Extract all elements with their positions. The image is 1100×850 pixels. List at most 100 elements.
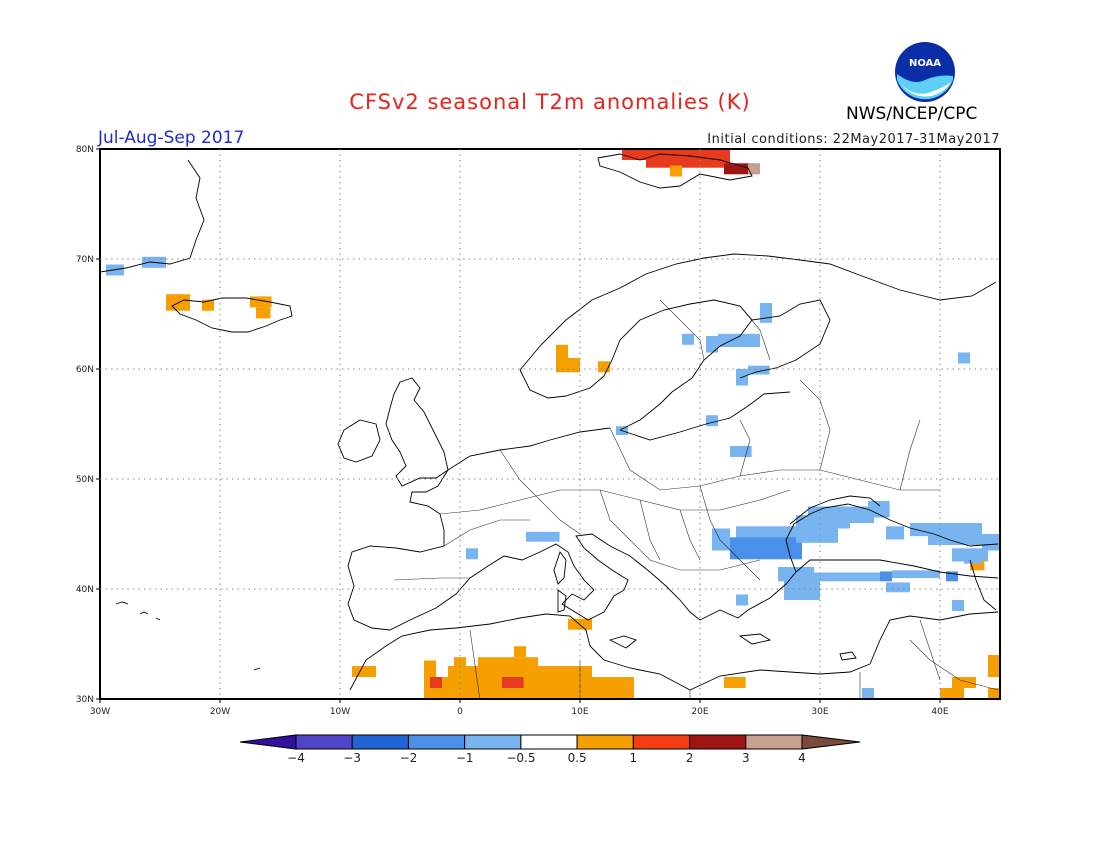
anomaly-cell <box>724 163 754 175</box>
anomaly-cell <box>748 163 760 175</box>
anomaly-cell <box>862 688 874 699</box>
colorbar-segment <box>407 734 466 750</box>
anomaly-cell <box>556 358 580 373</box>
season-label: Jul-Aug-Sep 2017 <box>98 128 245 148</box>
anomaly-cell <box>622 149 646 160</box>
lon-tick-label: 20E <box>691 707 708 717</box>
anomaly-cell <box>946 571 958 582</box>
agency-label: NWS/NCEP/CPC <box>846 104 978 124</box>
lat-tick-label: 80N <box>76 145 94 155</box>
lat-tick-label: 70N <box>76 255 94 265</box>
anomaly-cell <box>514 646 526 658</box>
anomaly-cell <box>526 531 560 542</box>
anomaly-cell <box>424 660 436 677</box>
anomaly-cell <box>718 333 760 347</box>
anomaly-cell <box>784 580 820 600</box>
colorbar-low-arrow <box>239 734 297 750</box>
lon-tick-label: 30E <box>811 707 828 717</box>
axis-ticks: 30W 20W 10W 0 10E 20E 30E 40E 30N 40N 50N 60N 70N 80N <box>76 145 949 717</box>
colorbar-segment <box>351 734 409 750</box>
colorbar-segment <box>295 734 353 750</box>
colorbar-label: −3 <box>343 751 361 765</box>
lon-tick-label: 10W <box>330 707 350 717</box>
anomaly-cell <box>886 526 904 540</box>
colorbar-high-arrow <box>801 734 861 750</box>
lat-tick-label: 30N <box>76 695 94 705</box>
anomaly-cell <box>478 657 538 669</box>
colorbar-label: 0.5 <box>568 751 587 765</box>
anomaly-cell <box>256 307 271 319</box>
anomaly-cell <box>988 655 1000 677</box>
colorbar-label: 4 <box>798 751 806 765</box>
lon-tick-label: 10E <box>571 707 588 717</box>
anomaly-cell <box>952 600 964 611</box>
anomaly-cell <box>724 677 746 688</box>
logo-text: NOAA <box>909 58 941 69</box>
anomaly-cell <box>892 570 940 578</box>
anomaly-cell <box>556 344 568 358</box>
map-frame <box>99 148 1001 700</box>
anomaly-cell <box>670 165 682 177</box>
lon-tick-label: 40E <box>931 707 948 717</box>
anomaly-cell <box>940 688 964 699</box>
anomaly-cell <box>682 333 694 345</box>
anomaly-cell <box>982 534 1000 551</box>
anomaly-cell <box>970 559 985 571</box>
colorbar-segment <box>745 734 803 750</box>
anomaly-cell <box>598 361 610 373</box>
colorbar-segment <box>520 734 578 750</box>
anomaly-cell <box>706 415 718 427</box>
anomaly-cell <box>808 506 850 529</box>
anomaly-cell <box>886 582 910 593</box>
colorbar-segment <box>576 734 634 750</box>
anomaly-cell <box>430 677 442 688</box>
colorbar-segment <box>632 734 691 750</box>
lat-tick-label: 60N <box>76 365 94 375</box>
initial-conditions-label: Initial conditions: 22May2017-31May2017 <box>707 132 1000 147</box>
lat-tick-label: 50N <box>76 475 94 485</box>
lon-tick-label: 20W <box>210 707 230 717</box>
anomaly-cell <box>868 501 890 518</box>
anomaly-cell <box>760 303 772 323</box>
colorbar-label: −4 <box>287 751 305 765</box>
anomaly-cell <box>958 352 970 364</box>
map-grid <box>100 149 1000 699</box>
anomaly-cell <box>706 336 718 353</box>
colorbar-label: 2 <box>686 751 694 765</box>
anomaly-cell <box>646 149 730 168</box>
anomaly-cell <box>736 526 802 540</box>
anomaly-cell <box>454 657 466 669</box>
colorbar-label: −2 <box>400 751 418 765</box>
anomaly-cell <box>928 523 982 545</box>
anomaly-cell <box>352 666 376 677</box>
colorbar-label: 1 <box>630 751 638 765</box>
anomaly-cell <box>730 537 802 560</box>
colorbar-segment <box>689 734 747 750</box>
anomaly-cell <box>712 528 730 551</box>
anomaly-cell <box>748 365 770 375</box>
anomaly-cell <box>964 552 982 564</box>
anomaly-cell <box>250 296 272 308</box>
anomaly-cell <box>778 567 814 582</box>
figure-title: CFSv2 seasonal T2m anomalies (K) <box>349 90 751 114</box>
anomaly-cell <box>592 677 634 699</box>
colorbar-label: −0.5 <box>506 751 535 765</box>
colorbar-label: −1 <box>456 751 474 765</box>
anomaly-cell <box>952 677 976 688</box>
lon-tick-label: 0 <box>457 707 463 717</box>
anomaly-cell <box>202 299 214 311</box>
lon-tick-label: 30W <box>90 707 110 717</box>
anomaly-cell <box>466 548 478 560</box>
anomaly-cell <box>736 594 748 606</box>
colorbar: −4 −3 −2 −1 −0.5 0.5 1 2 3 4 <box>239 734 861 765</box>
anomaly-cell <box>988 688 1000 699</box>
noaa-logo: NOAA <box>895 42 955 102</box>
colorbar-label: 3 <box>742 751 750 765</box>
colorbar-segment <box>464 734 522 750</box>
anomaly-cell <box>808 572 880 582</box>
anomaly-cell <box>730 446 752 457</box>
anomaly-cells <box>106 149 1000 699</box>
coastlines <box>99 153 999 691</box>
anomaly-cell <box>166 294 190 311</box>
